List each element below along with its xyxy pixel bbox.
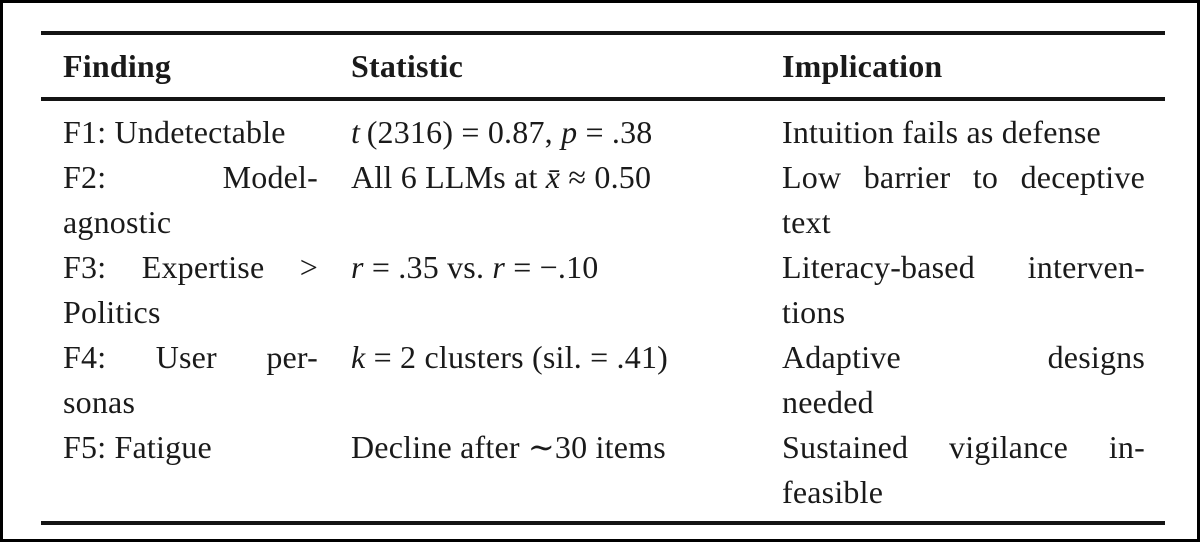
finding-line: F5: Fatigue xyxy=(63,429,212,465)
implication-line: Literacy-based interven- xyxy=(782,249,1145,285)
cell-statistic: k = 2 clusters (sil. = .41) xyxy=(343,335,774,425)
cell-implication: Low barrier to deceptive text xyxy=(774,155,1165,245)
table-row-f4: F4: User per- sonas k = 2 clusters (sil.… xyxy=(41,335,1165,425)
cell-implication: Sustained vigilance in- feasible xyxy=(774,425,1165,515)
cell-finding: F4: User per- sonas xyxy=(41,335,343,425)
table-header-row: Finding Statistic Implication xyxy=(41,35,1165,97)
statistic-text: = .35 vs. xyxy=(363,249,493,285)
math-var-r: r xyxy=(351,249,364,285)
math-var-p: p xyxy=(561,114,578,150)
finding-line: sonas xyxy=(63,384,136,420)
cell-statistic: Decline after ∼30 items xyxy=(343,425,774,515)
math-var-xbar: x̄ xyxy=(545,159,561,195)
finding-line: F4: User per- xyxy=(63,339,318,375)
implication-line: feasible xyxy=(782,474,884,510)
statistic-line: All 6 LLMs at x̄ ≈ 0.50 xyxy=(351,155,750,200)
cell-implication: Adaptive designs needed xyxy=(774,335,1165,425)
implication-line: tions xyxy=(782,294,846,330)
cell-finding: F1: Undetectable xyxy=(41,110,343,155)
statistic-text: Decline after ∼30 items xyxy=(351,429,666,465)
cell-finding: F2: Model- agnostic xyxy=(41,155,343,245)
table-row-f1: F1: Undetectable t (2316) = 0.87, p = .3… xyxy=(41,110,1165,155)
table-row-f5: F5: Fatigue Decline after ∼30 items Sust… xyxy=(41,425,1165,515)
findings-summary-table: Finding Statistic Implication F1: Undete… xyxy=(41,31,1165,525)
finding-line: F3: Expertise > xyxy=(63,249,318,285)
column-header-statistic: Statistic xyxy=(351,48,464,84)
statistic-line: t (2316) = 0.87, p = .38 xyxy=(351,110,750,155)
math-var-r: r xyxy=(492,249,506,285)
cell-implication: Intuition fails as defense xyxy=(774,110,1165,155)
cell-statistic: t (2316) = 0.87, p = .38 xyxy=(343,110,774,155)
statistic-text: = .38 xyxy=(577,114,653,150)
column-header-implication: Implication xyxy=(782,48,943,84)
finding-line: Politics xyxy=(63,294,161,330)
implication-line: text xyxy=(782,204,831,240)
implication-line: Low barrier to deceptive xyxy=(782,159,1145,195)
statistic-text: = 2 clusters (sil. = .41) xyxy=(365,339,668,375)
statistic-text: = −.10 xyxy=(505,249,599,285)
table-body: F1: Undetectable t (2316) = 0.87, p = .3… xyxy=(41,101,1165,521)
cell-statistic: All 6 LLMs at x̄ ≈ 0.50 xyxy=(343,155,774,245)
table-bottomrule xyxy=(41,521,1165,525)
implication-line: Sustained vigilance in- xyxy=(782,429,1145,465)
finding-line: agnostic xyxy=(63,204,172,240)
statistic-text: ≈ 0.50 xyxy=(560,159,652,195)
statistic-text: (2316) = 0.87, xyxy=(360,114,562,150)
table-toprule xyxy=(41,31,1165,35)
cell-finding: F3: Expertise > Politics xyxy=(41,245,343,335)
finding-line: F1: Undetectable xyxy=(63,114,286,150)
table-row-f3: F3: Expertise > Politics r = .35 vs. r =… xyxy=(41,245,1165,335)
math-var-t: t xyxy=(351,114,361,150)
statistic-line: r = .35 vs. r = −.10 xyxy=(351,245,750,290)
finding-line: F2: Model- xyxy=(63,159,318,195)
cell-implication: Literacy-based interven- tions xyxy=(774,245,1165,335)
cell-statistic: r = .35 vs. r = −.10 xyxy=(343,245,774,335)
implication-line: Intuition fails as defense xyxy=(782,114,1101,150)
table-row-f2: F2: Model- agnostic All 6 LLMs at x̄ ≈ 0… xyxy=(41,155,1165,245)
table-midrule xyxy=(41,97,1165,101)
implication-line: needed xyxy=(782,384,874,420)
statistic-line: Decline after ∼30 items xyxy=(351,425,750,470)
statistic-line: k = 2 clusters (sil. = .41) xyxy=(351,335,750,380)
statistic-text: All 6 LLMs at xyxy=(351,159,546,195)
math-var-k: k xyxy=(351,339,366,375)
column-header-finding: Finding xyxy=(63,48,172,84)
cell-finding: F5: Fatigue xyxy=(41,425,343,515)
implication-line: Adaptive designs xyxy=(782,339,1145,375)
